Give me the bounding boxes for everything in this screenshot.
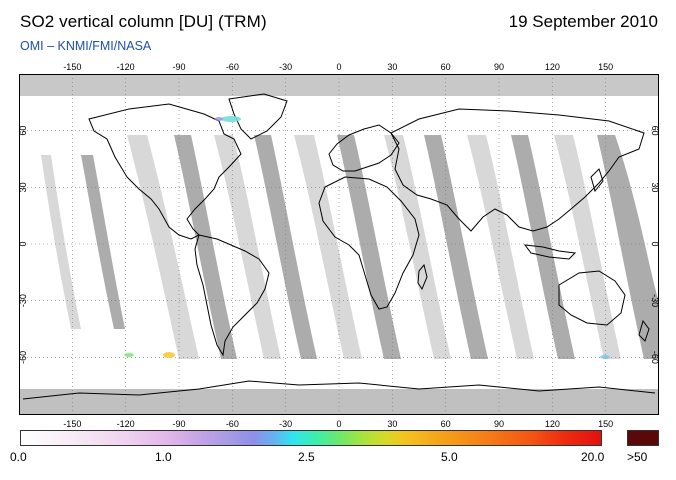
coastlines [22, 93, 656, 400]
arctic-no-data-band [20, 74, 658, 96]
lon-tick-label-top: 150 [598, 62, 613, 72]
lon-tick-label-bottom: -90 [172, 419, 185, 429]
lon-tick-label-bottom: 0 [336, 419, 341, 429]
lon-tick-label-bottom: -60 [226, 419, 239, 429]
data-source-credit: OMI – KNMI/FMI/NASA [20, 39, 152, 53]
colorbar-label-4: 20.0 [581, 450, 605, 464]
lat-tick-label-right: 0 [650, 241, 659, 246]
lon-tick-label-top: 90 [494, 62, 504, 72]
lat-tick-label-left: 0 [19, 241, 28, 246]
so2-world-map: -150 -150 -120 -120 -90 -90 -60 -60 -30 -30 0 0 30 30… [18, 59, 660, 429]
lon-tick-label-top: -60 [226, 62, 239, 72]
lat-tick-label-right: -30 [650, 294, 659, 307]
colorbar-label-3: 5.0 [441, 450, 458, 464]
australia-outline [558, 270, 626, 326]
europe-outline [328, 124, 400, 172]
lon-tick-label-top: 60 [441, 62, 451, 72]
north-america-outline [88, 103, 242, 240]
antarctic-no-data-band [20, 389, 658, 414]
lon-tick-label-bottom: 150 [598, 419, 613, 429]
lat-tick-label-left: -30 [19, 294, 28, 307]
lon-tick-label-top: -30 [279, 62, 292, 72]
colorbar-overflow-label: >50 [627, 450, 648, 464]
lon-tick-label-top: 0 [336, 62, 341, 72]
lon-tick-label-top: -90 [172, 62, 185, 72]
lon-tick-label-bottom: 90 [494, 419, 504, 429]
graticule [19, 74, 659, 414]
lat-tick-label-left: 30 [19, 182, 28, 192]
lon-tick-label-bottom: 60 [441, 419, 451, 429]
antarctica-outline [22, 380, 656, 400]
colorbar-label-1: 1.0 [155, 450, 172, 464]
asia-outline [390, 108, 645, 232]
map-date: 19 September 2010 [508, 12, 658, 31]
colorbar-overflow-swatch [627, 430, 659, 446]
map-frame [19, 74, 659, 415]
lon-tick-label-bottom: -30 [279, 419, 292, 429]
lat-tick-label-right: -60 [650, 351, 659, 364]
lon-tick-label-top: 120 [545, 62, 560, 72]
lon-tick-label-bottom: 120 [545, 419, 560, 429]
africa-outline [318, 176, 420, 310]
lon-tick-label-top: 30 [387, 62, 397, 72]
colorbar-label-0: 0.0 [10, 450, 27, 464]
lat-tick-label-right: 60 [650, 126, 659, 136]
lat-tick-label-right: 30 [650, 182, 659, 192]
new-zealand-outline [638, 319, 650, 342]
lat-tick-label-left: -60 [19, 351, 28, 364]
japan-outline [590, 168, 604, 193]
lon-tick-label-bottom: -150 [63, 419, 81, 429]
colorbar-label-2: 2.5 [298, 450, 315, 464]
madagascar-outline [417, 263, 428, 291]
lon-tick-label-top: -150 [63, 62, 81, 72]
orbit-swaths-light [41, 135, 621, 359]
south-america-outline [194, 234, 270, 357]
lon-tick-label-bottom: -120 [117, 419, 135, 429]
lon-tick-label-bottom: 30 [387, 419, 397, 429]
map-title: SO2 vertical column [DU] (TRM) [20, 12, 267, 31]
so2-colorbar [20, 430, 602, 446]
so2-hotspots [124, 116, 610, 359]
indonesia-outline [523, 244, 577, 260]
lon-tick-label-top: -120 [117, 62, 135, 72]
lat-tick-label-left: 60 [19, 126, 28, 136]
